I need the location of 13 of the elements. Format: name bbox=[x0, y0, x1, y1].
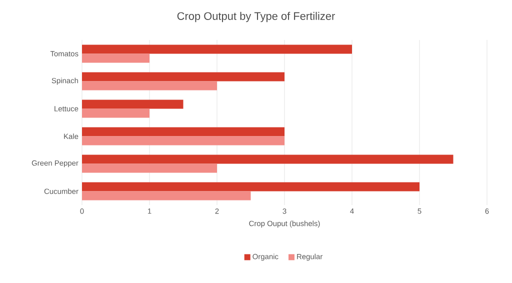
bar bbox=[82, 44, 352, 54]
bar bbox=[82, 108, 150, 118]
bar bbox=[82, 136, 284, 146]
chart-title: Crop Output by Type of Fertilizer bbox=[177, 12, 335, 22]
bar bbox=[82, 164, 217, 173]
bar bbox=[82, 81, 217, 90]
bar bbox=[82, 72, 284, 82]
bar bbox=[82, 191, 251, 200]
bar bbox=[82, 100, 184, 109]
bar bbox=[82, 127, 284, 136]
bar bbox=[82, 154, 454, 164]
bar bbox=[82, 182, 420, 192]
bar bbox=[82, 54, 150, 63]
